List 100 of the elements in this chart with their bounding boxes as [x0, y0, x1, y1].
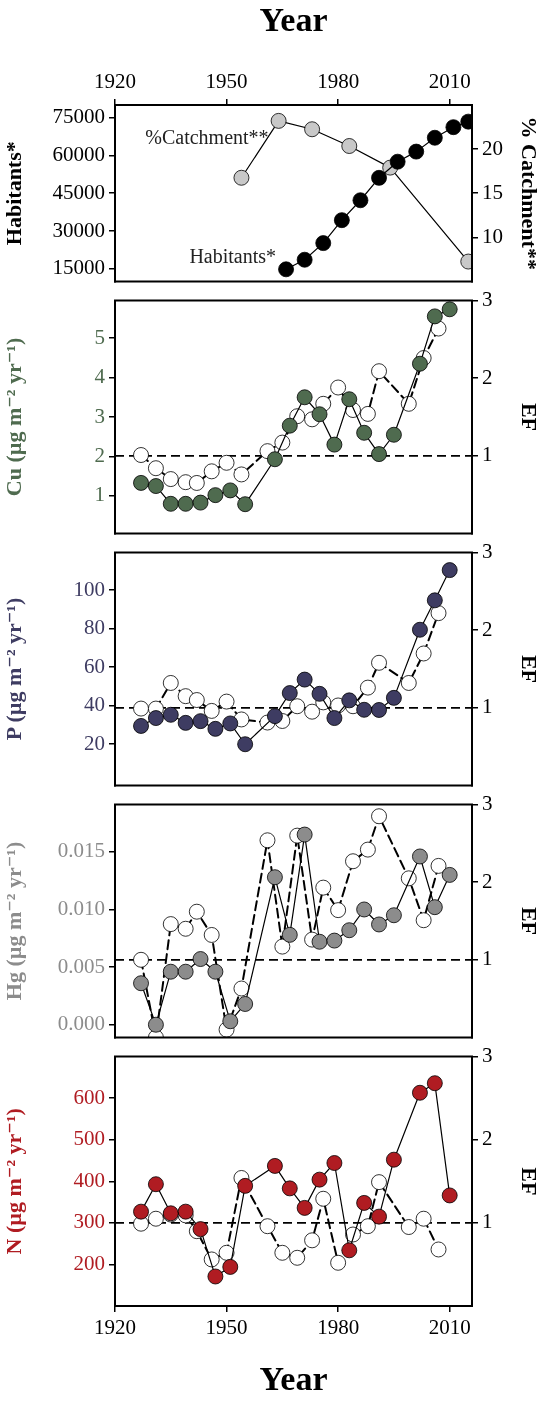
y-tick-label: 0.005: [57, 953, 105, 978]
y-tick-label: 60: [84, 653, 105, 678]
point: [188, 475, 205, 491]
point: [341, 1242, 358, 1259]
point: [326, 932, 343, 949]
y2-tick-label: 3: [482, 287, 493, 312]
point: [356, 701, 373, 718]
point: [203, 703, 220, 719]
point: [267, 708, 283, 725]
y-tick-label: 40: [84, 692, 105, 717]
point: [188, 903, 205, 920]
y2-axis-title: EF: [517, 906, 543, 936]
point: [177, 714, 194, 731]
point: [278, 261, 294, 278]
point: [389, 153, 406, 170]
point: [330, 902, 347, 919]
point: [315, 1190, 332, 1207]
point: [333, 212, 350, 229]
point: [296, 1200, 313, 1216]
point: [445, 119, 462, 136]
point: [441, 301, 458, 318]
y-axis-title: N (µg m⁻² yr⁻¹): [0, 1108, 26, 1255]
point: [267, 451, 283, 468]
point: [233, 466, 250, 483]
point: [341, 138, 358, 154]
point: [218, 1244, 235, 1261]
point: [426, 1075, 443, 1092]
point: [315, 235, 332, 251]
series-label: Habitants*: [189, 244, 277, 267]
y-tick-label: 600: [73, 1084, 105, 1109]
point: [386, 689, 402, 706]
point: [296, 251, 313, 268]
point: [371, 363, 387, 380]
point: [267, 1158, 283, 1174]
point: [296, 389, 313, 406]
y-tick-label: 75000: [52, 104, 105, 129]
point: [148, 710, 164, 726]
x2-tick-label: 2010: [428, 68, 471, 93]
point: [222, 1013, 239, 1030]
point: [222, 715, 239, 732]
point: [148, 478, 164, 494]
point: [192, 494, 209, 511]
y-axis-title: P (µg m⁻² yr⁻¹): [0, 597, 26, 741]
point: [177, 1203, 194, 1220]
point: [412, 621, 428, 638]
point: [162, 706, 179, 723]
point: [207, 487, 224, 504]
y2-axis-title: % Catchment**: [517, 116, 543, 270]
point: [162, 471, 179, 487]
y2-tick-label: 2: [482, 364, 493, 389]
point: [371, 1174, 387, 1191]
point: [408, 143, 425, 160]
point: [304, 121, 320, 138]
point: [359, 679, 376, 696]
point: [162, 675, 179, 691]
y-tick-label: 5: [94, 324, 105, 349]
point: [426, 899, 443, 916]
x2-axis-title: Year: [259, 1, 328, 39]
point: [400, 1219, 417, 1235]
point: [315, 879, 332, 896]
point: [162, 916, 179, 932]
point: [386, 1151, 402, 1168]
y2-tick-label: 1: [482, 1209, 493, 1234]
y2-tick-label: 20: [482, 135, 503, 160]
y2-tick-label: 3: [482, 539, 493, 564]
point: [259, 832, 276, 849]
point: [356, 1195, 373, 1211]
point: [218, 454, 235, 471]
point: [326, 436, 343, 453]
point: [296, 826, 313, 843]
point: [356, 424, 373, 441]
y2-tick-label: 2: [482, 868, 493, 893]
point: [162, 495, 179, 512]
point: [352, 192, 369, 209]
point: [341, 922, 358, 939]
point: [233, 980, 250, 997]
y2-tick-label: 3: [482, 791, 493, 816]
point: [400, 675, 417, 691]
point: [304, 1232, 320, 1249]
point: [371, 446, 387, 462]
point: [148, 1210, 164, 1227]
point: [133, 474, 149, 491]
point: [415, 645, 432, 662]
point: [326, 1155, 343, 1171]
point: [371, 654, 387, 671]
point: [192, 951, 209, 967]
point: [207, 1268, 224, 1285]
point: [345, 853, 361, 870]
point: [148, 1016, 164, 1033]
y2-axis-title: EF: [517, 654, 543, 684]
point: [386, 907, 402, 924]
x-tick-label: 1920: [94, 1315, 136, 1340]
y-tick-label: 3: [94, 403, 105, 428]
y-axis-title: Habitants*: [0, 141, 26, 246]
point: [259, 1218, 276, 1235]
y-tick-label: 15000: [52, 255, 105, 280]
point: [415, 1210, 432, 1227]
point: [233, 169, 250, 186]
point: [133, 951, 149, 968]
y2-tick-label: 2: [482, 1126, 493, 1151]
